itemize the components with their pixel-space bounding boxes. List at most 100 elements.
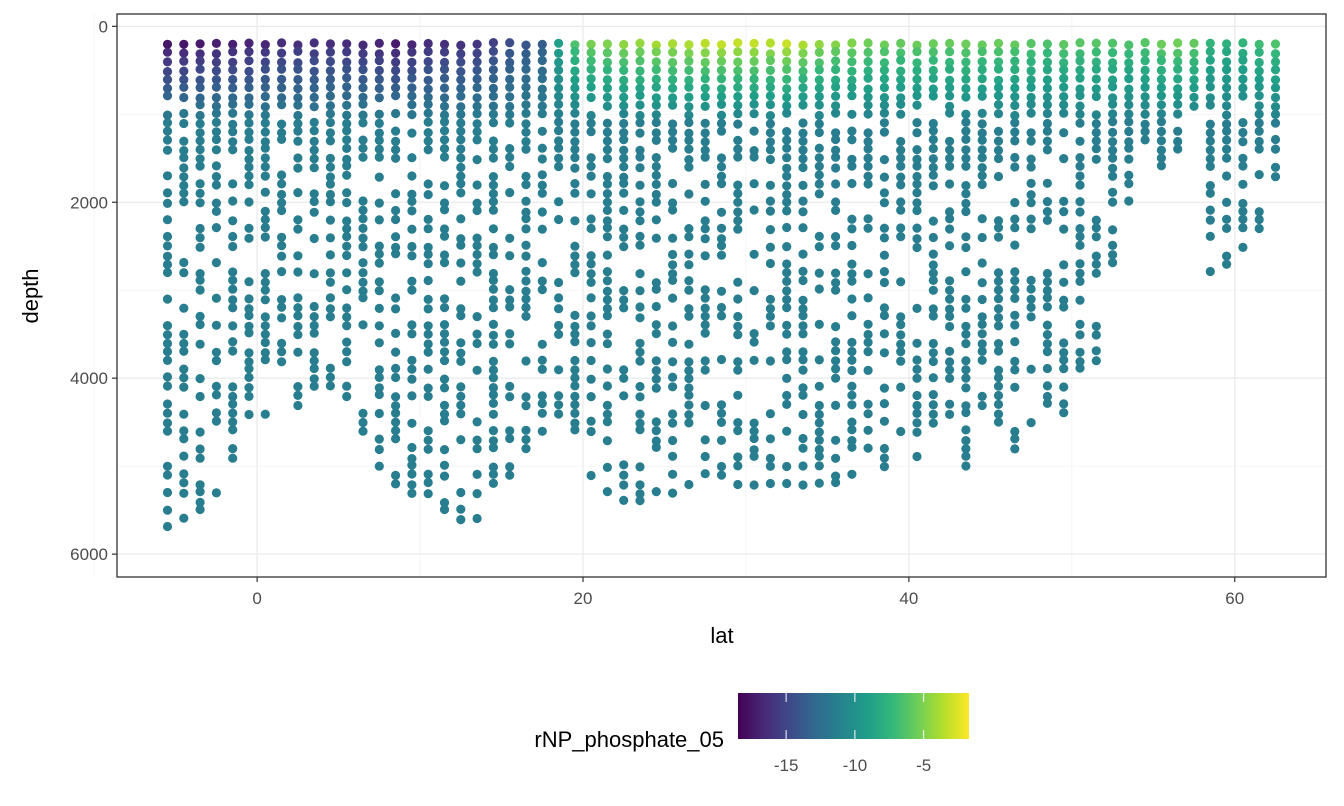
data-point: [912, 188, 922, 198]
data-point: [505, 295, 515, 305]
data-point: [260, 171, 270, 181]
data-point: [407, 128, 417, 138]
data-point: [831, 134, 841, 145]
data-point: [293, 64, 303, 74]
data-point: [391, 91, 401, 101]
data-point: [374, 56, 384, 66]
data-point: [700, 38, 710, 49]
data-point: [1270, 39, 1281, 49]
data-point: [521, 224, 531, 234]
data-point: [651, 117, 661, 128]
data-point: [912, 418, 922, 428]
data-point: [684, 75, 694, 85]
data-point: [309, 83, 319, 93]
data-point: [928, 181, 938, 191]
data-point: [586, 392, 596, 402]
legend-title: rNP_phosphate_05: [534, 727, 724, 752]
data-point: [651, 442, 661, 452]
data-point: [863, 161, 873, 171]
data-point: [407, 100, 417, 110]
data-point: [1108, 99, 1118, 109]
data-point: [961, 83, 971, 94]
data-point: [358, 135, 368, 145]
data-point: [961, 401, 971, 411]
data-point: [179, 303, 189, 313]
data-point: [293, 293, 303, 303]
data-point: [391, 434, 401, 444]
data-point: [1026, 214, 1036, 224]
data-point: [439, 205, 450, 215]
data-point: [651, 374, 661, 384]
data-point: [342, 198, 352, 208]
data-point: [896, 66, 906, 76]
data-point: [391, 293, 401, 303]
data-point: [635, 480, 645, 490]
data-point: [651, 100, 661, 110]
data-point: [456, 162, 466, 172]
data-point: [505, 339, 515, 349]
data-point: [407, 47, 417, 57]
data-point: [293, 110, 303, 121]
data-point: [521, 311, 531, 321]
data-point: [1270, 102, 1281, 112]
data-point: [1026, 49, 1036, 59]
data-point: [635, 145, 645, 155]
data-point: [1222, 74, 1232, 84]
data-point: [651, 215, 661, 225]
data-point: [668, 469, 678, 479]
data-point: [162, 372, 173, 382]
data-point: [570, 55, 580, 66]
data-point: [814, 83, 824, 93]
data-point: [879, 399, 890, 409]
data-point: [407, 40, 417, 50]
data-point: [521, 127, 531, 137]
data-point: [277, 170, 287, 180]
data-point: [1108, 153, 1118, 163]
data-point: [749, 426, 759, 436]
data-point: [782, 399, 792, 409]
data-point: [293, 390, 303, 400]
data-point: [619, 286, 629, 296]
data-point: [521, 64, 531, 74]
data-point: [325, 39, 335, 49]
data-point: [798, 461, 808, 471]
data-point: [374, 249, 384, 259]
data-point: [993, 47, 1004, 57]
data-point: [439, 101, 450, 111]
data-point: [195, 444, 205, 454]
data-point: [602, 197, 613, 207]
data-point: [228, 399, 238, 409]
data-point: [928, 154, 938, 164]
data-point: [1091, 232, 1101, 242]
data-point: [325, 312, 335, 322]
data-point: [896, 93, 906, 103]
data-point: [619, 65, 629, 75]
data-point: [358, 196, 368, 206]
data-point: [439, 471, 450, 481]
data-point: [1108, 250, 1118, 260]
data-point: [586, 259, 596, 269]
data-point: [651, 40, 661, 50]
data-point: [847, 355, 857, 365]
data-point: [831, 232, 841, 242]
data-point: [700, 293, 710, 303]
data-point: [374, 83, 384, 93]
data-point: [863, 100, 873, 110]
data-point: [570, 188, 580, 198]
data-point: [1091, 57, 1101, 67]
data-point: [211, 172, 221, 182]
data-point: [1254, 82, 1264, 92]
data-point: [554, 99, 564, 109]
data-point: [1205, 154, 1215, 164]
data-point: [162, 355, 173, 365]
data-point: [1173, 99, 1183, 109]
y-tick-label: 6000: [70, 545, 108, 564]
data-point: [1108, 38, 1118, 48]
data-point: [391, 153, 401, 163]
data-point: [879, 267, 890, 277]
data-point: [863, 137, 873, 147]
data-point: [961, 294, 971, 304]
data-point: [635, 240, 645, 250]
data-point: [1108, 163, 1118, 173]
data-point: [456, 304, 466, 314]
